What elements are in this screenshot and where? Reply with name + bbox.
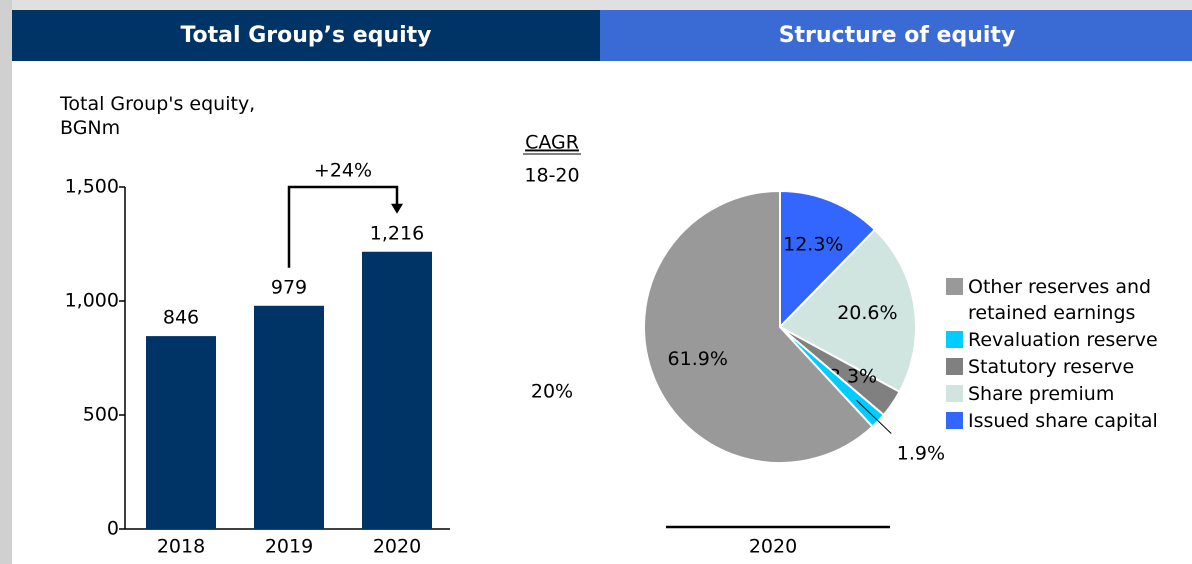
legend-swatch (946, 331, 963, 348)
cagr-period: 18-20 (524, 165, 579, 187)
legend-swatch (946, 358, 963, 375)
y-axis-title: Total Group's equity, BGNm (60, 93, 256, 139)
slice-label: 1.9% (897, 443, 945, 465)
header-bar (12, 10, 600, 61)
y-tick-label: 1,000 (65, 290, 119, 312)
pie-slice (778, 228, 917, 394)
panel-title: Total Group’s equity (180, 23, 431, 48)
y-tick-label: 500 (83, 404, 119, 426)
slice-label: 12.3% (783, 234, 843, 256)
legend-item: Statutory reserve (946, 354, 1186, 380)
legend-swatch (946, 412, 963, 429)
bar (362, 251, 432, 529)
legend-item: Other reserves and retained earnings (946, 274, 1186, 326)
legend-swatch (946, 278, 963, 295)
frame (0, 0, 12, 564)
pie-x-label: 2020 (749, 536, 797, 558)
header-bar (600, 10, 1192, 61)
x-tick-label: 2018 (157, 536, 205, 558)
slice-label: 61.9% (668, 348, 728, 370)
arrow-head (391, 203, 403, 214)
value-label: 979 (271, 276, 307, 298)
panel-title: Structure of equity (779, 23, 1016, 48)
cagr-value: 20% (531, 381, 573, 403)
y-tick-label: 1,500 (65, 176, 119, 198)
legend-label: Other reserves and retained earnings (968, 276, 1152, 324)
frame (0, 0, 1192, 10)
growth-label: +24% (314, 160, 372, 182)
cagr-title: CAGR (525, 132, 579, 154)
legend-label: Revaluation reserve (968, 329, 1158, 351)
bar (146, 336, 216, 529)
x-tick-label: 2020 (373, 536, 421, 558)
legend-item: Issued share capital (946, 408, 1186, 434)
x-tick-label: 2019 (265, 536, 313, 558)
y-tick-label: 0 (107, 518, 119, 540)
legend-label: Issued share capital (968, 410, 1158, 432)
legend: Other reserves and retained earnings Reva… (946, 274, 1186, 435)
slice-label: 20.6% (837, 302, 897, 324)
legend-label: Share premium (968, 383, 1115, 405)
leader-line (856, 399, 892, 434)
growth-arrow (287, 185, 399, 268)
legend-item: Revaluation reserve (946, 327, 1186, 353)
pie-slice (779, 189, 877, 330)
value-label: 1,216 (370, 222, 424, 244)
bar (254, 305, 324, 529)
value-label: 846 (163, 307, 199, 329)
pie-slice (643, 189, 874, 464)
legend-swatch (946, 385, 963, 402)
legend-label: Statutory reserve (968, 356, 1135, 378)
legend-item: Share premium (946, 381, 1186, 407)
